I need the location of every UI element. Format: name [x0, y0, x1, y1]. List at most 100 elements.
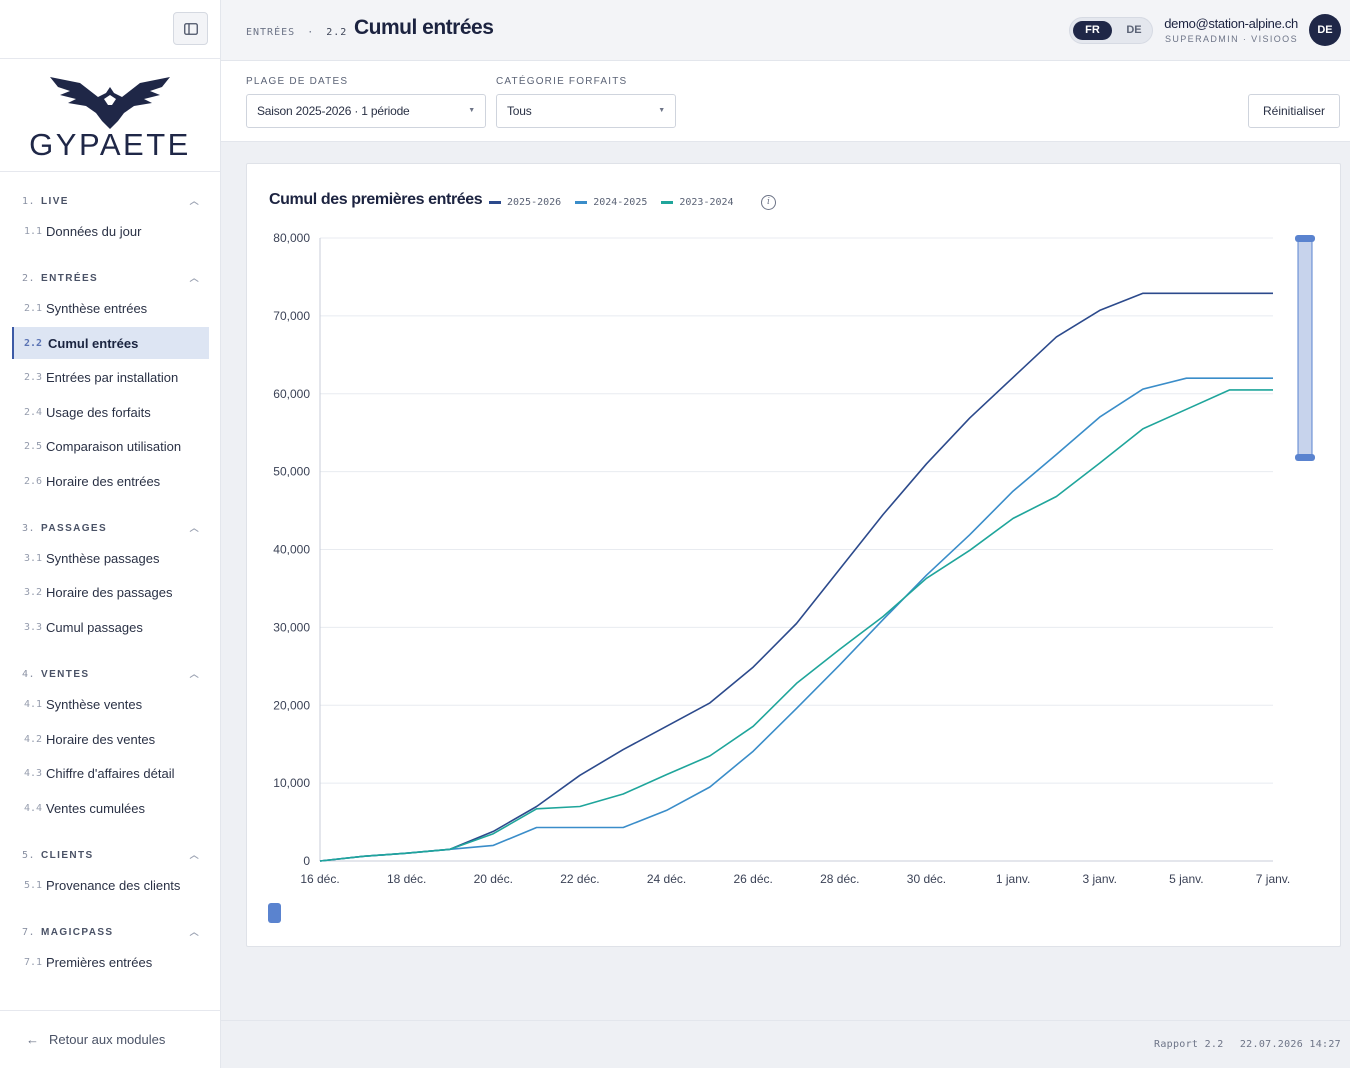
chevron-up-icon: ︿ [189, 273, 200, 283]
y-tick-label: 20,000 [273, 698, 310, 712]
section-header[interactable]: 7. MAGICPASS ︿ [22, 922, 200, 942]
x-tick-label: 20 déc. [474, 872, 513, 886]
lang-fr-button[interactable]: FR [1073, 21, 1112, 40]
arrow-left-icon: ← [26, 1032, 39, 1047]
section-header[interactable]: 5. CLIENTS ︿ [22, 845, 200, 865]
legend-swatch [575, 201, 588, 204]
sidebar-item-number: 4.4 [24, 802, 43, 814]
sidebar-item-number: 3.2 [24, 586, 43, 598]
breadcrumb-section[interactable]: ENTRÉES [246, 27, 296, 38]
breadcrumb-number: 2.2 [326, 27, 348, 38]
sidebar-item[interactable]: 4.2 Horaire des ventes [12, 723, 209, 755]
sidebar-item-number: 4.1 [24, 698, 43, 710]
y-zoom-slider[interactable] [1297, 238, 1313, 460]
date-range-select[interactable]: Saison 2025-2026 · 1 période ▼ [246, 94, 486, 128]
sidebar-item[interactable]: 3.1 Synthèse passages [12, 542, 209, 574]
section-header[interactable]: 2. ENTRÉES ︿ [22, 268, 200, 288]
line-chart: 0 10,000 20,000 30,000 40,000 50,000 60,000 70,… [268, 231, 1315, 923]
info-icon[interactable]: i [761, 195, 776, 210]
sidebar-item[interactable]: 2.2 Cumul entrées [12, 327, 209, 359]
section-label: ENTRÉES [41, 272, 99, 284]
legend-entry[interactable]: 2025-2026 [489, 197, 561, 208]
reset-button[interactable]: Réinitialiser [1248, 94, 1340, 128]
x-tick-label: 28 déc. [820, 872, 859, 886]
legend-label: 2024-2025 [593, 197, 648, 208]
panel-icon [183, 22, 198, 35]
gypaete-logo: GYPAETE [29, 77, 191, 161]
section-header[interactable]: 1. LIVE ︿ [22, 191, 200, 211]
chart-legend: 2025-2026 2024-2025 2023-2024 [489, 197, 748, 208]
sidebar-item[interactable]: 1.1 Données du jour [12, 215, 209, 247]
category-label: CATÉGORIE FORFAITS [496, 76, 628, 87]
legend-entry[interactable]: 2023-2024 [661, 197, 734, 208]
user-role: SUPERADMIN · VISIOOS [1164, 34, 1298, 44]
filter-bar: PLAGE DE DATES Saison 2025-2026 · 1 péri… [221, 61, 1350, 142]
chevron-up-icon: ︿ [189, 927, 200, 937]
user-info: demo@station-alpine.ch SUPERADMIN · VISI… [1164, 16, 1298, 44]
x-tick-label: 1 janv. [996, 872, 1030, 886]
section-number: 7. [22, 926, 36, 938]
sidebar-item-label: Premières entrées [46, 954, 153, 970]
legend-label: 2025-2026 [507, 197, 562, 208]
section-label: VENTES [41, 668, 90, 680]
header: ENTRÉES · 2.2 Cumul entrées FR DE demo@s… [221, 0, 1350, 61]
y-tick-label: 80,000 [273, 231, 310, 245]
sidebar-toggle-button[interactable] [173, 12, 208, 45]
chart-title: Cumul des premières entrées [269, 191, 483, 208]
x-tick-label: 5 janv. [1169, 872, 1203, 886]
sidebar-item[interactable]: 2.6 Horaire des entrées [12, 465, 209, 497]
sidebar-item-label: Synthèse entrées [46, 300, 148, 316]
y-zoom-handle-top[interactable] [1295, 235, 1315, 242]
sidebar-item[interactable]: 4.3 Chiffre d'affaires détail [12, 757, 209, 789]
report-timestamp: 22.07.2026 14:27 [1239, 1039, 1341, 1050]
section-label: LIVE [41, 195, 69, 207]
sidebar-item[interactable]: 5.1 Provenance des clients [12, 869, 209, 901]
sidebar-item[interactable]: 2.5 Comparaison utilisation [12, 430, 209, 462]
page-title: Cumul entrées [354, 16, 494, 39]
chevron-up-icon: ︿ [189, 196, 200, 206]
y-zoom-handle-bottom[interactable] [1295, 454, 1315, 461]
x-tick-label: 18 déc. [387, 872, 426, 886]
section-number: 4. [22, 668, 36, 680]
section-header[interactable]: 3. PASSAGES ︿ [22, 518, 200, 538]
category-select[interactable]: Tous ▼ [496, 94, 676, 128]
sidebar: GYPAETE 1. LIVE ︿ 1.1 Données du jour 2. ENTRÉ… [0, 0, 221, 1068]
sidebar-item[interactable]: 4.1 Synthèse ventes [12, 688, 209, 720]
date-range-label: PLAGE DE DATES [246, 76, 349, 87]
sidebar-item[interactable]: 7.1 Premières entrées [12, 946, 209, 978]
x-tick-label: 16 déc. [300, 872, 339, 886]
chart-card: Cumul des premières entrées 2025-2026 202… [246, 163, 1341, 947]
sidebar-item[interactable]: 2.1 Synthèse entrées [12, 292, 209, 324]
series-line[interactable] [319, 377, 1273, 862]
sidebar-item-number: 2.3 [24, 371, 43, 383]
sidebar-item[interactable]: 2.4 Usage des forfaits [12, 396, 209, 428]
sidebar-item-number: 3.1 [24, 552, 43, 564]
section-number: 2. [22, 272, 36, 284]
sidebar-item-number: 2.4 [24, 406, 43, 418]
x-zoom-handle[interactable] [268, 903, 281, 923]
section-header[interactable]: 4. VENTES ︿ [22, 664, 200, 684]
report-id: Rapport 2.2 [1154, 1039, 1224, 1050]
chevron-up-icon: ︿ [189, 523, 200, 533]
sidebar-item-label: Données du jour [46, 223, 142, 239]
sidebar-item[interactable]: 3.2 Horaire des passages [12, 576, 209, 608]
sidebar-item[interactable]: 2.3 Entrées par installation [12, 361, 209, 393]
legend-swatch [661, 201, 674, 204]
sidebar-item-label: Cumul entrées [48, 335, 139, 351]
back-to-modules-link[interactable]: ← Retour aux modules [0, 1010, 221, 1068]
y-tick-label: 0 [303, 854, 310, 868]
chevron-up-icon: ︿ [189, 669, 200, 679]
sidebar-item-label: Horaire des passages [46, 584, 173, 600]
sidebar-item[interactable]: 3.3 Cumul passages [12, 611, 209, 643]
x-tick-label: 30 déc. [907, 872, 946, 886]
sidebar-item[interactable]: 4.4 Ventes cumulées [12, 792, 209, 824]
series-line[interactable] [319, 292, 1273, 862]
y-tick-label: 10,000 [273, 776, 310, 790]
sidebar-item-number: 3.3 [24, 621, 43, 633]
legend-entry[interactable]: 2024-2025 [575, 197, 647, 208]
series-line[interactable] [319, 389, 1273, 862]
logo-text: GYPAETE [29, 127, 191, 161]
section-label: MAGICPASS [41, 926, 114, 938]
avatar[interactable]: DE [1309, 14, 1341, 46]
lang-de-button[interactable]: DE [1126, 24, 1142, 36]
